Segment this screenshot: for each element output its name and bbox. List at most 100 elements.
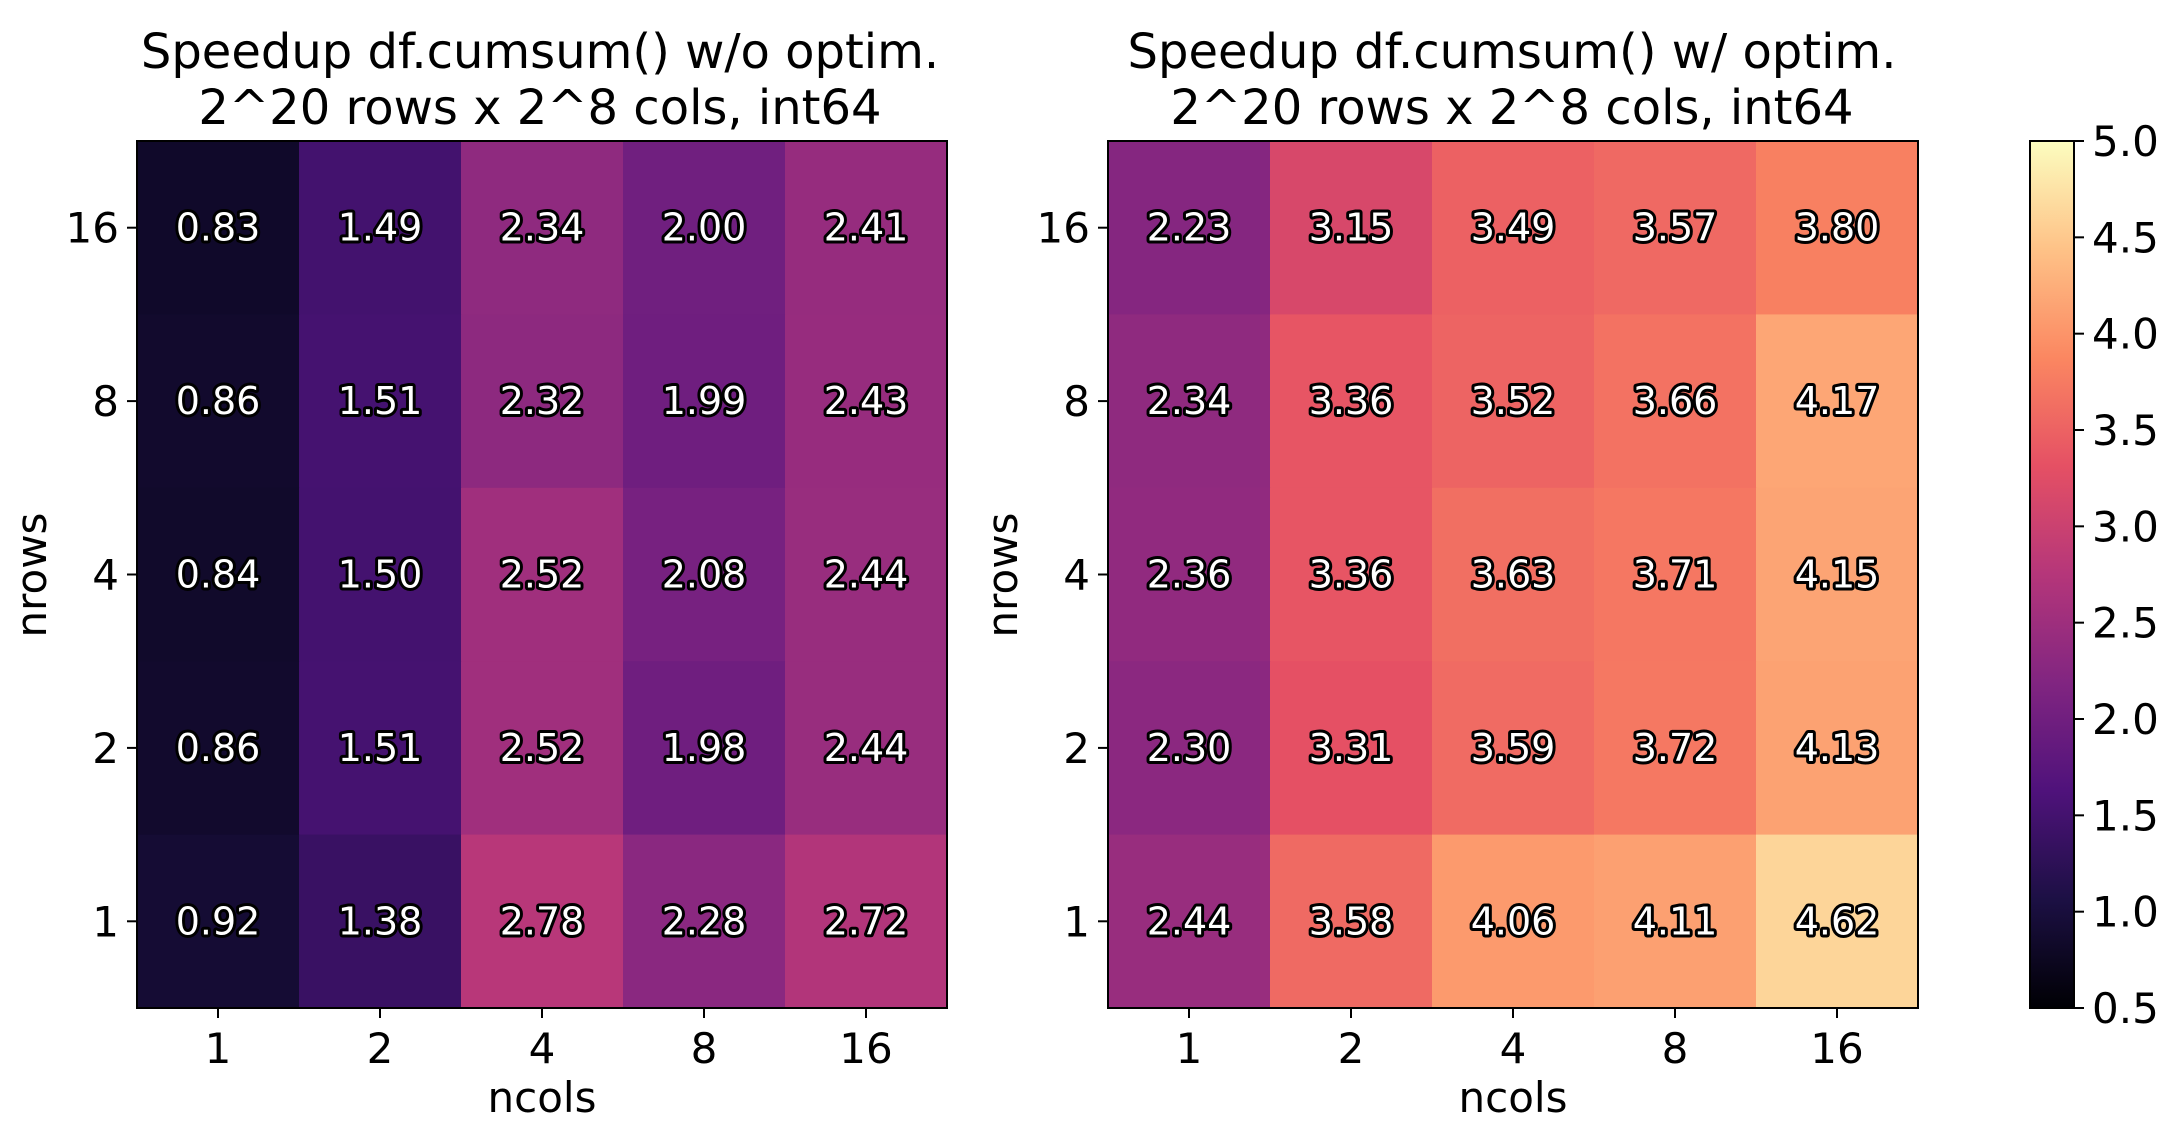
y-tick-label: 4 xyxy=(1063,551,1090,600)
heatmap-cell xyxy=(461,487,624,662)
heatmap-cell xyxy=(1270,141,1433,315)
y-axis-ticks: 16 8 4 2 1 xyxy=(1037,204,1108,946)
cell-value-label: 3.66 xyxy=(1633,379,1718,423)
cell-value-label: 4.06 xyxy=(1471,899,1556,943)
cell-value-label: 2.41 xyxy=(824,206,909,250)
cell-value-label: 2.28 xyxy=(662,899,747,943)
cell-value-label: 3.49 xyxy=(1471,206,1556,250)
cell-value-label: 2.52 xyxy=(500,726,585,770)
cell-value-label: 3.31 xyxy=(1309,726,1394,770)
heatmap-cell xyxy=(461,141,624,315)
y-tick-label: 16 xyxy=(1037,204,1090,253)
heatmap-cell xyxy=(1432,487,1595,662)
x-axis-ticks: 1 2 4 8 16 xyxy=(205,1008,893,1073)
heatmap-cell xyxy=(461,834,624,1009)
cell-value-label: 2.43 xyxy=(824,379,909,423)
heatmap-cell xyxy=(137,314,300,489)
heatmap-panel-with-optim: Speedup df.cumsum() w/ optim. 2^20 rows … xyxy=(978,24,1919,1122)
panel-subtitle: 2^20 rows x 2^8 cols, int64 xyxy=(198,80,881,136)
heatmap-cell xyxy=(137,487,300,662)
cell-value-label: 2.52 xyxy=(500,553,585,597)
y-tick-label: 4 xyxy=(92,551,119,600)
heatmap-cell xyxy=(1756,834,1919,1009)
cell-value-label: 2.34 xyxy=(500,206,585,250)
colorbar-tick-label: 3.5 xyxy=(2092,406,2159,455)
cell-value-label: 2.23 xyxy=(1147,206,1232,250)
cell-value-label: 2.08 xyxy=(662,553,747,597)
heatmap-cell xyxy=(623,141,786,315)
colorbar: 0.5 1.0 1.5 2.0 2.5 3.0 3.5 4.0 4.5 5.0 xyxy=(2029,117,2159,1033)
y-axis-ticks: 16 8 4 2 1 xyxy=(66,204,137,946)
heatmap-cell xyxy=(1594,487,1757,662)
cell-value-label: 2.30 xyxy=(1147,726,1232,770)
colorbar-tick-label: 1.0 xyxy=(2092,888,2159,937)
heatmap-cell xyxy=(461,661,624,836)
cell-value-label: 4.17 xyxy=(1795,379,1880,423)
cell-value-label: 0.86 xyxy=(176,379,261,423)
heatmap-cell xyxy=(1108,314,1271,489)
cell-value-label: 0.84 xyxy=(176,553,261,597)
y-tick-label: 1 xyxy=(92,897,119,946)
heatmap-cells: 2.23 3.15 3.49 3.57 3.80 2.34 3.36 3.52 3.66 4.17… xyxy=(1108,141,1919,1009)
x-tick-label: 4 xyxy=(1500,1024,1527,1073)
panel-subtitle: 2^20 rows x 2^8 cols, int64 xyxy=(1170,80,1853,136)
cell-value-label: 3.80 xyxy=(1795,206,1880,250)
heatmap-cell xyxy=(1270,834,1433,1009)
heatmap-cell xyxy=(785,661,948,836)
heatmap-cell xyxy=(1108,487,1271,662)
cell-value-label: 3.52 xyxy=(1471,379,1556,423)
cell-value-label: 1.51 xyxy=(338,379,423,423)
y-tick-label: 8 xyxy=(1063,377,1090,426)
heatmap-cell xyxy=(137,834,300,1009)
cell-value-label: 3.71 xyxy=(1633,553,1718,597)
y-tick-label: 8 xyxy=(92,377,119,426)
y-tick-label: 16 xyxy=(66,204,119,253)
panel-title: Speedup df.cumsum() w/o optim. xyxy=(141,24,939,80)
heatmap-cell xyxy=(1594,141,1757,315)
cell-value-label: 2.72 xyxy=(824,899,909,943)
colorbar-frame xyxy=(2029,140,2075,1009)
heatmap-cell xyxy=(1594,661,1757,836)
heatmap-cell xyxy=(1108,141,1271,315)
heatmap-cell xyxy=(299,834,462,1009)
heatmap-cell xyxy=(785,314,948,489)
colorbar-tick-label: 0.5 xyxy=(2092,984,2159,1033)
x-axis-label: ncols xyxy=(488,1073,597,1122)
heatmap-cell xyxy=(1756,314,1919,489)
heatmap-cell xyxy=(623,314,786,489)
heatmap-cell xyxy=(1432,661,1595,836)
cell-value-label: 1.51 xyxy=(338,726,423,770)
heatmap-cell xyxy=(1432,141,1595,315)
heatmap-cell xyxy=(1270,314,1433,489)
cell-value-label: 2.44 xyxy=(1147,899,1232,943)
panel-title: Speedup df.cumsum() w/ optim. xyxy=(1128,24,1897,80)
cell-value-label: 0.83 xyxy=(176,206,261,250)
cell-value-label: 3.59 xyxy=(1471,726,1556,770)
heatmap-cell xyxy=(623,834,786,1009)
x-tick-label: 8 xyxy=(691,1024,718,1073)
heatmap-cell xyxy=(1108,834,1271,1009)
cell-value-label: 1.38 xyxy=(338,899,423,943)
y-axis-label: nrows xyxy=(978,513,1027,638)
heatmap-cell xyxy=(1270,661,1433,836)
colorbar-gradient xyxy=(2030,141,2074,1008)
heatmap-cell xyxy=(1594,834,1757,1009)
colorbar-tick-label: 4.0 xyxy=(2092,310,2159,359)
cell-value-label: 0.86 xyxy=(176,726,261,770)
heatmap-panel-without-optim: Speedup df.cumsum() w/o optim. 2^20 rows… xyxy=(7,24,948,1122)
colorbar-tick-label: 4.5 xyxy=(2092,213,2159,262)
cell-value-label: 3.72 xyxy=(1633,726,1718,770)
y-tick-label: 2 xyxy=(92,724,119,773)
heatmap-cell xyxy=(785,487,948,662)
y-tick-label: 1 xyxy=(1063,897,1090,946)
colorbar-tick-label: 2.0 xyxy=(2092,695,2159,744)
heatmap-cell xyxy=(1756,141,1919,315)
colorbar-tick-label: 5.0 xyxy=(2092,117,2159,166)
cell-value-label: 2.00 xyxy=(662,206,747,250)
cell-value-label: 4.13 xyxy=(1795,726,1880,770)
cell-value-label: 2.32 xyxy=(500,379,585,423)
cell-value-label: 3.36 xyxy=(1309,553,1394,597)
cell-value-label: 2.44 xyxy=(824,726,909,770)
y-axis-label: nrows xyxy=(7,513,56,638)
heatmap-cell xyxy=(137,661,300,836)
